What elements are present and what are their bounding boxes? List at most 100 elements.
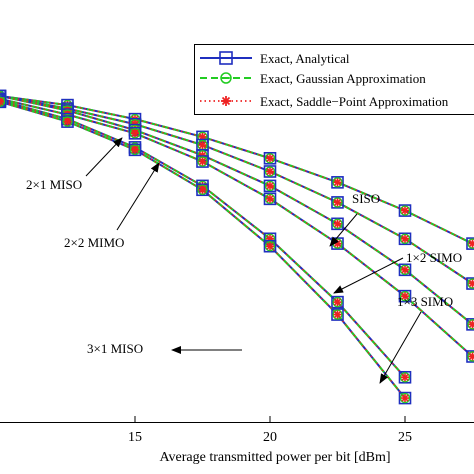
- marker-analytical-1x2-simo-7: [466, 277, 474, 290]
- marker-gaussian-siso-7: [467, 238, 474, 249]
- marker-gaussian-3x1-miso-4: [264, 241, 276, 252]
- marker-analytical-2x2-mimo-6: [398, 370, 412, 384]
- marker-saddle-siso-6: [401, 206, 409, 215]
- line-gaussian-1x2-simo: [0, 95, 474, 286]
- annotation-siso: SISO: [352, 191, 380, 206]
- marker-saddle-3x1-miso-1: [63, 117, 72, 126]
- marker-saddle-1x3-simo-7: [468, 320, 474, 329]
- x-axis-label: Average transmitted power per bit [dBm]: [159, 450, 390, 465]
- marker-analytical-3x1-miso-3: [196, 183, 209, 197]
- marker-analytical-2x1-miso-3: [196, 155, 209, 168]
- series-siso: [0, 89, 474, 250]
- marker-saddle-2x1-miso-2: [131, 129, 139, 138]
- legend: Exact, Analytical Exact, Gaussian Approx…: [194, 44, 474, 115]
- marker-saddle-3x1-miso-3: [198, 185, 207, 194]
- marker-analytical-2x1-miso-4: [263, 192, 277, 206]
- marker-analytical-1x2-simo-6: [398, 232, 412, 246]
- marker-saddle-1x2-simo-6: [401, 234, 409, 243]
- marker-gaussian-1x3-simo-5: [332, 218, 343, 230]
- marker-analytical-1x3-simo-7: [466, 318, 474, 331]
- line-saddle-siso: [0, 95, 474, 246]
- marker-saddle-2x2-mimo-5: [333, 298, 342, 307]
- marker-analytical-1x2-simo-4: [263, 165, 277, 178]
- line-gaussian-siso: [0, 95, 474, 246]
- marker-analytical-1x3-simo-6: [398, 263, 412, 277]
- marker-saddle-1x2-simo-5: [333, 198, 342, 207]
- marker-saddle-2x2-mimo-6: [401, 373, 409, 382]
- annotation-3x1-miso: 3×1 MISO: [87, 341, 143, 356]
- marker-analytical-3x1-miso-4: [263, 239, 277, 253]
- marker-gaussian-3x1-miso-5: [332, 309, 343, 320]
- marker-analytical-1x2-simo-5: [331, 196, 344, 209]
- series-2x1-miso: [0, 92, 474, 363]
- marker-analytical-siso-4: [263, 151, 277, 165]
- marker-saddle-3x1-miso-5: [333, 310, 342, 319]
- marker-gaussian-2x2-mimo-5: [332, 296, 343, 308]
- legend-box: [194, 44, 474, 115]
- marker-gaussian-2x1-miso-2: [129, 128, 141, 139]
- x-ticks: 1520253035: [128, 416, 412, 445]
- marker-analytical-3x1-miso-1: [61, 115, 74, 128]
- annotation-2x2-mimo-arrow: [116, 162, 160, 231]
- marker-saddle-2x1-miso-4: [266, 194, 274, 203]
- legend-entry-saddle: Exact, Saddle−Point Approximation: [200, 94, 449, 109]
- marker-analytical-1x3-simo-5: [331, 217, 344, 231]
- marker-gaussian-3x1-miso-1: [62, 116, 73, 127]
- marker-saddle-3x1-miso-4: [266, 242, 274, 251]
- marker-saddle-1x3-simo-5: [333, 219, 342, 228]
- marker-saddle-siso-7: [468, 239, 474, 248]
- line-saddle-2x1-miso: [0, 98, 473, 358]
- marker-gaussian-1x3-simo-4: [264, 180, 276, 192]
- marker-saddle-1x3-simo-6: [401, 265, 409, 274]
- marker-analytical-2x2-mimo-5: [331, 295, 344, 309]
- marker-saddle-1x2-simo-3: [198, 141, 207, 150]
- marker-gaussian-1x3-simo-6: [399, 264, 411, 276]
- x-tick-label-20: 20: [263, 430, 277, 445]
- marker-analytical-1x3-simo-4: [263, 179, 277, 193]
- marker-analytical-siso-6: [398, 204, 412, 217]
- legend-label-gaussian: Exact, Gaussian Approximation: [260, 71, 426, 86]
- marker-gaussian-1x2-simo-6: [399, 233, 411, 244]
- legend-marker-saddle: [221, 96, 231, 106]
- marker-gaussian-3x1-miso-6: [399, 392, 411, 404]
- annotation-2x2-mimo: 2×2 MIMO: [64, 235, 124, 250]
- marker-saddle-1x2-simo-7: [468, 279, 474, 288]
- marker-gaussian-2x1-miso-7: [467, 351, 474, 362]
- marker-saddle-2x1-miso-6: [401, 292, 409, 301]
- marker-gaussian-2x1-miso-3: [197, 156, 208, 167]
- annotation-2x1-miso: 2×1 MISO: [26, 177, 82, 192]
- line-analytical-siso: [0, 95, 474, 246]
- line-analytical-2x1-miso: [0, 97, 474, 358]
- marker-gaussian-1x2-simo-4: [264, 166, 276, 177]
- marker-saddle-3x1-miso-2: [131, 145, 139, 154]
- marker-analytical-2x1-miso-7: [466, 350, 474, 363]
- x-tick-label-25: 25: [398, 430, 412, 445]
- marker-analytical-3x1-miso-2: [128, 143, 142, 157]
- marker-analytical-3x1-miso-6: [398, 391, 412, 405]
- marker-saddle-2x1-miso-3: [198, 157, 207, 166]
- series-3x1-miso: [0, 95, 412, 405]
- marker-saddle-siso-5: [333, 178, 342, 187]
- legend-marker-analytical: [219, 51, 233, 65]
- marker-analytical-2x1-miso-2: [128, 127, 142, 140]
- annotation-siso-arrow: [329, 213, 358, 247]
- annotation-1x3-simo: 1×3 SIMO: [397, 294, 453, 309]
- marker-gaussian-3x1-miso-3: [197, 184, 208, 195]
- marker-gaussian-siso-5: [332, 177, 343, 188]
- marker-gaussian-1x3-simo-7: [467, 319, 474, 330]
- marker-gaussian-3x1-miso-0: [0, 96, 6, 108]
- marker-gaussian-2x2-mimo-6: [399, 372, 411, 383]
- marker-analytical-siso-7: [466, 237, 474, 250]
- marker-saddle-1x2-simo-4: [266, 167, 274, 176]
- marker-gaussian-2x1-miso-4: [264, 193, 276, 205]
- legend-entry-gaussian: Exact, Gaussian Approximation: [200, 71, 426, 86]
- line-gaussian-1x3-simo: [0, 95, 474, 328]
- marker-gaussian-1x2-simo-7: [467, 278, 474, 289]
- marker-analytical-3x1-miso-5: [331, 308, 344, 321]
- marker-gaussian-siso-6: [399, 205, 411, 216]
- series-layer: [0, 89, 474, 405]
- annotation-2x1-miso-arrow: [85, 137, 123, 177]
- annotations: SISO 1×2 SIMO 1×3 SIMO 2×1 MISO 2×2 MIMO…: [26, 137, 462, 384]
- marker-saddle-1x3-simo-4: [266, 181, 274, 190]
